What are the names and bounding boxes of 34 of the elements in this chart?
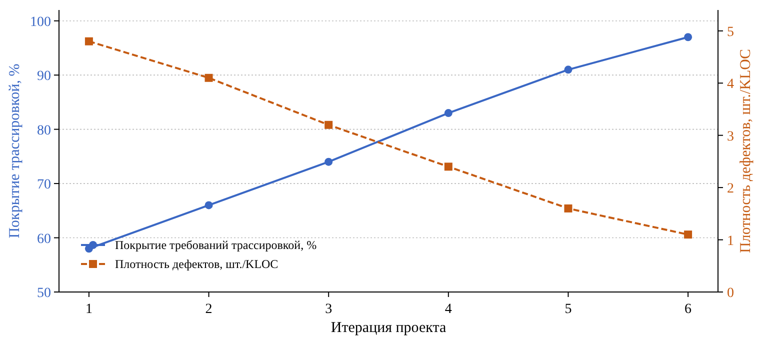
y2-tick-label: 3 [727,129,734,144]
y2-tick-label: 2 [727,182,734,197]
point [84,37,93,46]
x-tick-label: 6 [684,302,692,317]
point [444,162,452,171]
y-tick-label: 50 [37,286,51,301]
x-tick-label: 5 [564,302,572,317]
y-tick-label: 90 [37,69,51,84]
y-tick-label: 80 [37,123,51,138]
y2-tick-label: 1 [727,234,734,249]
x-tick-label: 2 [205,302,212,317]
point [324,120,333,129]
y2-tick-label: 0 [727,286,734,301]
point [324,158,333,166]
legend-label: Покрытие требований трассировкой, % [115,238,317,252]
point [684,230,692,239]
y2-tick-label: 4 [727,77,734,92]
y-axis-title: Покрытие трассировкой, % [7,64,23,238]
x-tick-label: 1 [85,302,92,317]
point [684,33,692,42]
point [204,74,213,82]
point [564,66,572,74]
y-tick-label: 60 [37,232,51,247]
x-tick-label: 4 [444,302,452,317]
y2-tick-label: 5 [727,24,734,40]
legend-label: Плотность дефектов, шт./KLOC [115,257,278,271]
point [204,201,213,210]
y-tick-label: 100 [30,14,51,30]
point [444,109,452,118]
y-tick-label: 70 [37,178,51,193]
y2-axis-title: Плотность дефектов, шт./KLOC [738,49,754,253]
point [564,204,572,212]
x-axis-title: Итерация проекта [330,320,446,336]
x-tick-label: 3 [325,302,332,317]
